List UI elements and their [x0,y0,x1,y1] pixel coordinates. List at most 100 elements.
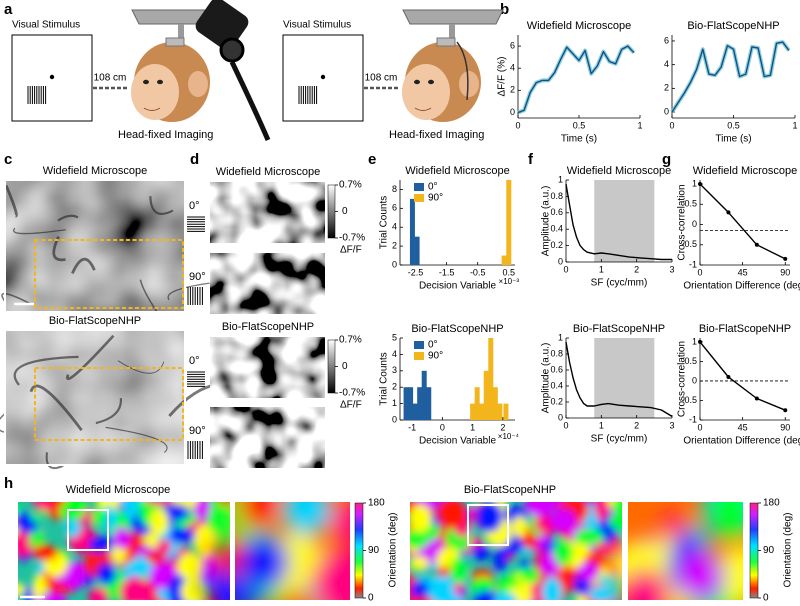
legend-label: 0° [428,340,438,351]
image-frame [4,329,186,466]
map-patch [436,502,468,529]
map-patch [64,519,81,538]
bar [501,255,507,265]
map-patch [410,504,432,533]
x-tick-label: 0 [697,422,702,432]
condition-label: 90° [189,271,206,283]
y-tick-label: 0 [510,107,515,117]
map-patch [113,526,131,550]
map-patch [609,514,632,530]
fixation-dot [49,74,55,80]
colorbar-label: 180 [763,498,780,509]
x-tick-label: 90 [780,422,790,432]
monkey-eye [414,79,420,85]
y-axis-label: Trial Counts [379,196,390,250]
y-tick-label: 0 [558,412,563,422]
bar [470,403,476,420]
monkey-ear [188,71,208,97]
y-tick-label: 0 [392,259,397,269]
distance-label: 108 cm [94,73,127,84]
map-patch [512,515,528,538]
map-patch [150,508,169,536]
monkey-mouth [143,107,161,111]
panel-label: f [528,151,534,168]
x-axis-label: Time (s) [715,134,751,145]
bar [426,387,432,420]
map-patch [47,502,65,510]
monkey-eye [428,79,434,85]
y-tick-label: 0.8 [550,348,563,358]
vessel [167,282,210,301]
y-tick-label: -0.5 [681,239,697,249]
y-tick-label: 3 [392,365,397,375]
colorbar [327,184,336,239]
y-tick-label: 0 [692,219,697,229]
roi-box [34,367,184,441]
map-patch [541,576,563,600]
zoom-patch [240,534,289,590]
group-title: Widefield Microscope [216,166,321,178]
chart-title: Bio-FlatScopeNHP [573,323,665,335]
map-patch [410,580,431,600]
camera-cable [229,60,271,141]
map-patch [18,532,20,551]
map-patch [101,505,117,531]
monkey-ear [459,71,479,97]
chart-title: Widefield Microscope [693,165,798,177]
zoom-patch [310,548,350,600]
bar [497,403,503,420]
y-tick-label: -0.5 [681,395,697,405]
monkey-face [402,64,450,120]
distance-label: 108 cm [365,73,398,84]
map-patch [18,531,35,558]
map-patch [18,511,32,533]
x-tick-label: 45 [738,422,748,432]
map-patch [37,592,68,600]
y-tick-label: 5 [392,332,397,342]
panel-label: b [500,1,509,18]
panel-label: e [368,151,376,168]
y-tick-label: 0.5 [684,199,697,209]
legend-label: 0° [428,182,438,193]
x-axis-label: Decision Variable [419,436,497,447]
vessel [13,355,79,386]
map-title: Bio-FlatScopeNHP [464,484,556,496]
data-line [671,41,790,113]
data-point [783,408,788,413]
y-tick-label: 0 [558,256,563,266]
data-line [565,341,673,417]
monkey-mouth [414,107,432,111]
map-patch [549,509,577,532]
x-tick-label: -1 [408,422,416,432]
map-patch [96,502,121,514]
data-point [783,256,788,261]
x-tick-label: 45 [738,267,748,277]
colorbar-label: 90 [763,545,775,556]
map-patch [524,502,556,518]
chart-title: Bio-FlatScopeNHP [411,323,503,335]
zoom-patch [329,502,350,544]
map-patch [470,545,491,561]
bar [503,403,509,420]
setup-caption: Head-fixed Imaging [389,129,484,141]
vessel [149,196,174,215]
x-axis-label: SF (cyc/mm) [591,434,648,445]
y-tick-label: 1 [558,332,563,342]
map-patch [192,502,211,520]
legend-swatch [414,183,424,191]
condition-label: 90° [189,425,206,437]
y-axis-label: Amplitude (a.u.) [541,343,552,414]
map-patch [177,552,204,582]
monkey-eye [143,79,149,85]
data-line [517,45,635,114]
colorbar-title: ΔF/F [340,400,362,411]
chart-title: Bio-FlatScopeNHP [687,20,779,32]
data-line [565,183,672,261]
image-frame [4,179,186,313]
microscope-mount [402,9,504,25]
panel-label: c [4,151,12,168]
orientation-map [18,502,350,600]
vessel [57,214,79,222]
x-tick-label: 1 [470,422,475,432]
bar [414,236,420,265]
